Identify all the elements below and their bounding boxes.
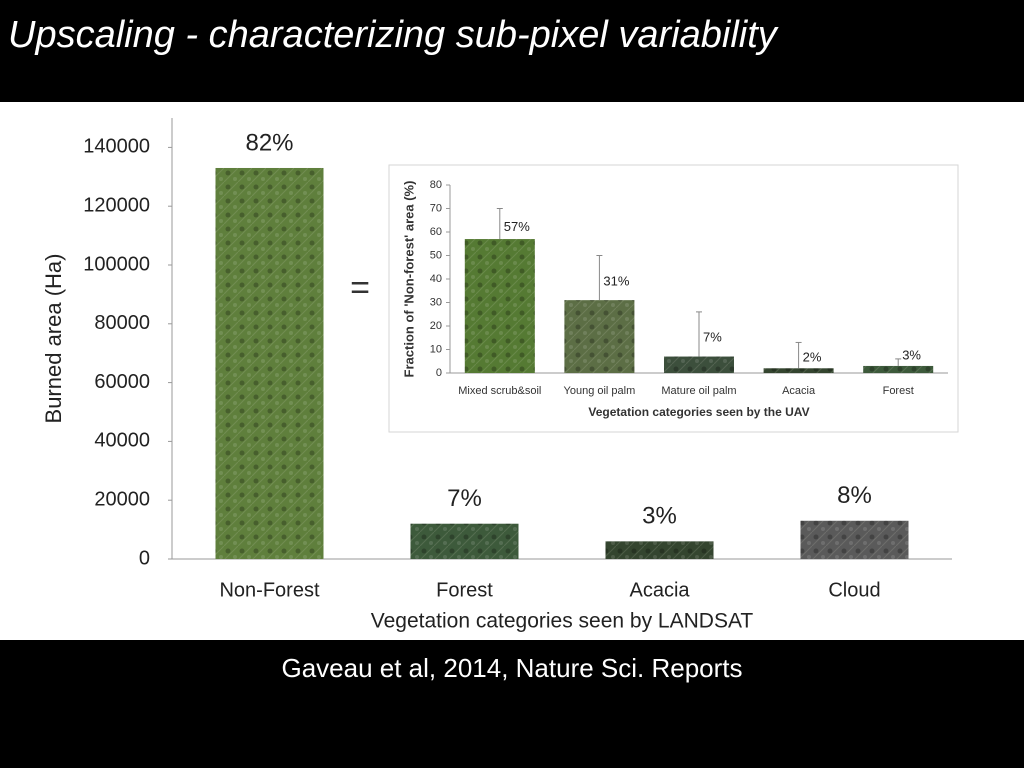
x-tick-label: Forest	[883, 385, 914, 397]
y-tick-label: 80000	[94, 312, 150, 334]
value-label: 3%	[902, 347, 921, 362]
bar-texture	[763, 368, 834, 373]
y-tick-label: 40	[430, 273, 442, 285]
y-tick-label: 60000	[94, 371, 150, 393]
value-label: 3%	[642, 503, 677, 530]
value-label: 7%	[703, 330, 722, 345]
x-axis-label: Vegetation categories seen by LANDSAT	[371, 610, 754, 633]
x-tick-label: Forest	[436, 579, 493, 601]
value-label: 31%	[603, 273, 629, 288]
y-axis-label: Fraction of 'Non-forest' area (%)	[401, 181, 416, 378]
x-tick-label: Non-Forest	[219, 579, 319, 601]
bar-texture	[605, 541, 714, 559]
x-tick-label: Acacia	[629, 579, 690, 601]
y-tick-label: 0	[436, 367, 442, 379]
y-tick-label: 30	[430, 296, 442, 308]
bar-texture	[863, 365, 934, 373]
y-tick-label: 50	[430, 249, 442, 261]
x-tick-label: Cloud	[828, 579, 880, 601]
y-tick-label: 10	[430, 343, 442, 355]
y-tick-label: 0	[139, 547, 150, 569]
y-tick-label: 20000	[94, 488, 150, 510]
bar-texture	[800, 520, 909, 559]
value-label: 8%	[837, 482, 872, 509]
y-tick-label: 70	[430, 202, 442, 214]
y-axis-label: Burned area (Ha)	[41, 254, 66, 424]
y-tick-label: 120000	[83, 194, 150, 216]
y-tick-label: 100000	[83, 253, 150, 275]
x-axis-label: Vegetation categories seen by the UAV	[588, 405, 809, 419]
x-tick-label: Acacia	[782, 385, 816, 397]
bar-texture	[215, 167, 324, 560]
x-tick-label: Young oil palm	[564, 385, 636, 397]
slide-title: Upscaling - characterizing sub-pixel var…	[8, 14, 779, 56]
value-label: 57%	[504, 219, 530, 234]
y-tick-label: 60	[430, 226, 442, 238]
bar-texture	[410, 523, 519, 559]
y-tick-label: 140000	[83, 136, 150, 158]
y-tick-label: 80	[430, 179, 442, 191]
bar-texture	[564, 300, 635, 373]
x-tick-label: Mixed scrub&soil	[458, 385, 541, 397]
y-tick-label: 20	[430, 320, 442, 332]
value-label: 82%	[245, 129, 293, 156]
bar-texture	[664, 356, 734, 373]
equals-sign: =	[350, 269, 370, 307]
value-label: 7%	[447, 485, 482, 512]
bar-texture	[464, 239, 535, 373]
y-tick-label: 40000	[94, 430, 150, 452]
x-tick-label: Mature oil palm	[661, 385, 736, 397]
value-label: 2%	[803, 350, 822, 365]
caption: Gaveau et al, 2014, Nature Sci. Reports	[281, 653, 742, 683]
